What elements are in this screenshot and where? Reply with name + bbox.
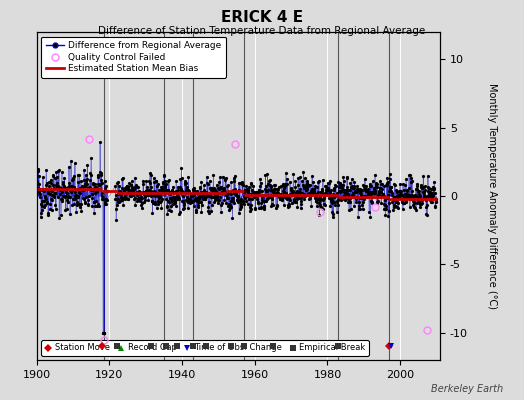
Legend: Station Move, Record Gap, Time of Obs. Change, Empirical Break: Station Move, Record Gap, Time of Obs. C… [41,340,369,356]
Text: Difference of Station Temperature Data from Regional Average: Difference of Station Temperature Data f… [99,26,425,36]
Text: Berkeley Earth: Berkeley Earth [431,384,503,394]
Text: ERICK 4 E: ERICK 4 E [221,10,303,25]
Y-axis label: Monthly Temperature Anomaly Difference (°C): Monthly Temperature Anomaly Difference (… [487,83,497,309]
